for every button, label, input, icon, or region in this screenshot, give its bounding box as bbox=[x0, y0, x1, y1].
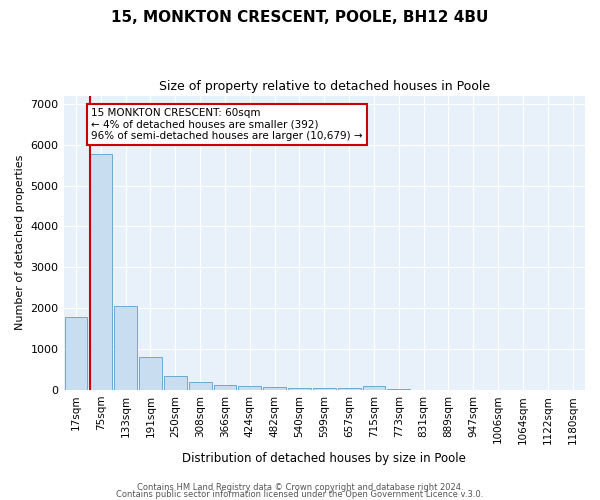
X-axis label: Distribution of detached houses by size in Poole: Distribution of detached houses by size … bbox=[182, 452, 466, 465]
Bar bbox=[188, 382, 212, 390]
Bar bbox=[288, 388, 311, 390]
Title: Size of property relative to detached houses in Poole: Size of property relative to detached ho… bbox=[159, 80, 490, 93]
Bar bbox=[238, 386, 261, 390]
Bar bbox=[338, 388, 361, 390]
Bar bbox=[362, 386, 385, 390]
Bar bbox=[114, 306, 137, 390]
Text: Contains HM Land Registry data © Crown copyright and database right 2024.: Contains HM Land Registry data © Crown c… bbox=[137, 484, 463, 492]
Bar bbox=[388, 389, 410, 390]
Bar bbox=[313, 388, 335, 390]
Text: Contains public sector information licensed under the Open Government Licence v.: Contains public sector information licen… bbox=[116, 490, 484, 499]
Bar bbox=[214, 385, 236, 390]
Bar bbox=[164, 376, 187, 390]
Bar bbox=[263, 387, 286, 390]
Y-axis label: Number of detached properties: Number of detached properties bbox=[15, 155, 25, 330]
Bar bbox=[89, 154, 112, 390]
Text: 15 MONKTON CRESCENT: 60sqm
← 4% of detached houses are smaller (392)
96% of semi: 15 MONKTON CRESCENT: 60sqm ← 4% of detac… bbox=[91, 108, 363, 141]
Text: 15, MONKTON CRESCENT, POOLE, BH12 4BU: 15, MONKTON CRESCENT, POOLE, BH12 4BU bbox=[112, 10, 488, 25]
Bar bbox=[65, 317, 88, 390]
Bar bbox=[139, 356, 162, 390]
